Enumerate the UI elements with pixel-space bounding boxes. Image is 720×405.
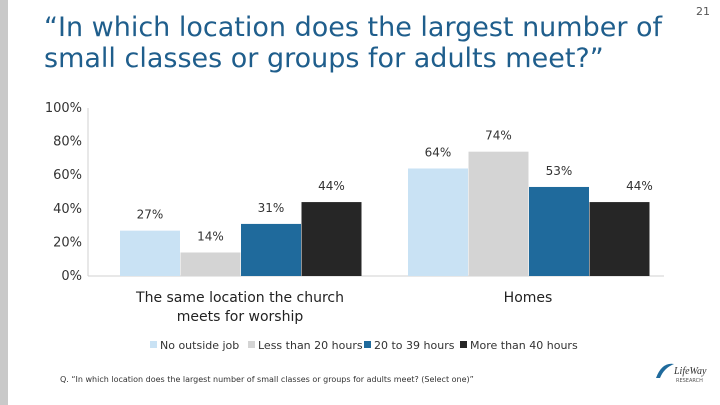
logo-text: LifeWay — [673, 366, 707, 377]
category-label-group: The same location the church meets for wo… — [135, 290, 552, 325]
slide-title: “In which location does the largest numb… — [44, 12, 663, 74]
y-tick-label: 20% — [53, 235, 82, 250]
data-label: 27% — [137, 208, 164, 222]
bar — [241, 223, 301, 276]
category-label: Homes — [504, 290, 553, 306]
y-tick-group: 100% 80% 60% 40% 20% 0% — [45, 101, 82, 284]
bar — [589, 202, 650, 276]
legend-swatch — [364, 341, 371, 348]
data-label: 14% — [197, 229, 224, 243]
legend-label: More than 40 hours — [470, 339, 578, 352]
lifeway-research-logo: LifeWay RESEARCH — [656, 363, 707, 384]
slide-left-accent-bar — [0, 0, 8, 405]
bar — [180, 252, 241, 276]
legend-label: Less than 20 hours — [258, 339, 363, 352]
bar — [408, 168, 468, 276]
data-label: 44% — [318, 179, 345, 193]
y-tick-label: 100% — [45, 101, 82, 116]
legend-swatch — [248, 341, 255, 348]
category-label: The same location the church meets for wo… — [135, 290, 344, 325]
bar — [120, 230, 180, 276]
page-number: 21 — [696, 5, 710, 18]
data-label: 74% — [485, 129, 512, 143]
bar-group: 27% 14% 31% 44% 64% 74% 53% 44% — [120, 129, 653, 276]
bar — [529, 186, 589, 276]
legend-label: No outside job — [160, 339, 239, 352]
y-tick-label: 0% — [61, 269, 82, 284]
y-tick-label: 60% — [53, 168, 82, 183]
legend-label: 20 to 39 hours — [374, 339, 455, 352]
y-tick-label: 40% — [53, 202, 82, 217]
logo-subtext: RESEARCH — [676, 378, 703, 384]
bar — [468, 151, 529, 276]
legend: No outside job Less than 20 hours 20 to 39… — [150, 339, 578, 352]
data-label: 31% — [258, 201, 285, 215]
data-label: 64% — [425, 145, 452, 159]
data-label: 44% — [626, 179, 653, 193]
data-label: 53% — [546, 164, 573, 178]
footnote: Q. “In which location does the largest n… — [60, 375, 474, 384]
legend-swatch — [150, 341, 157, 348]
bar — [301, 202, 362, 276]
y-tick-label: 80% — [53, 135, 82, 150]
legend-swatch — [460, 341, 467, 348]
